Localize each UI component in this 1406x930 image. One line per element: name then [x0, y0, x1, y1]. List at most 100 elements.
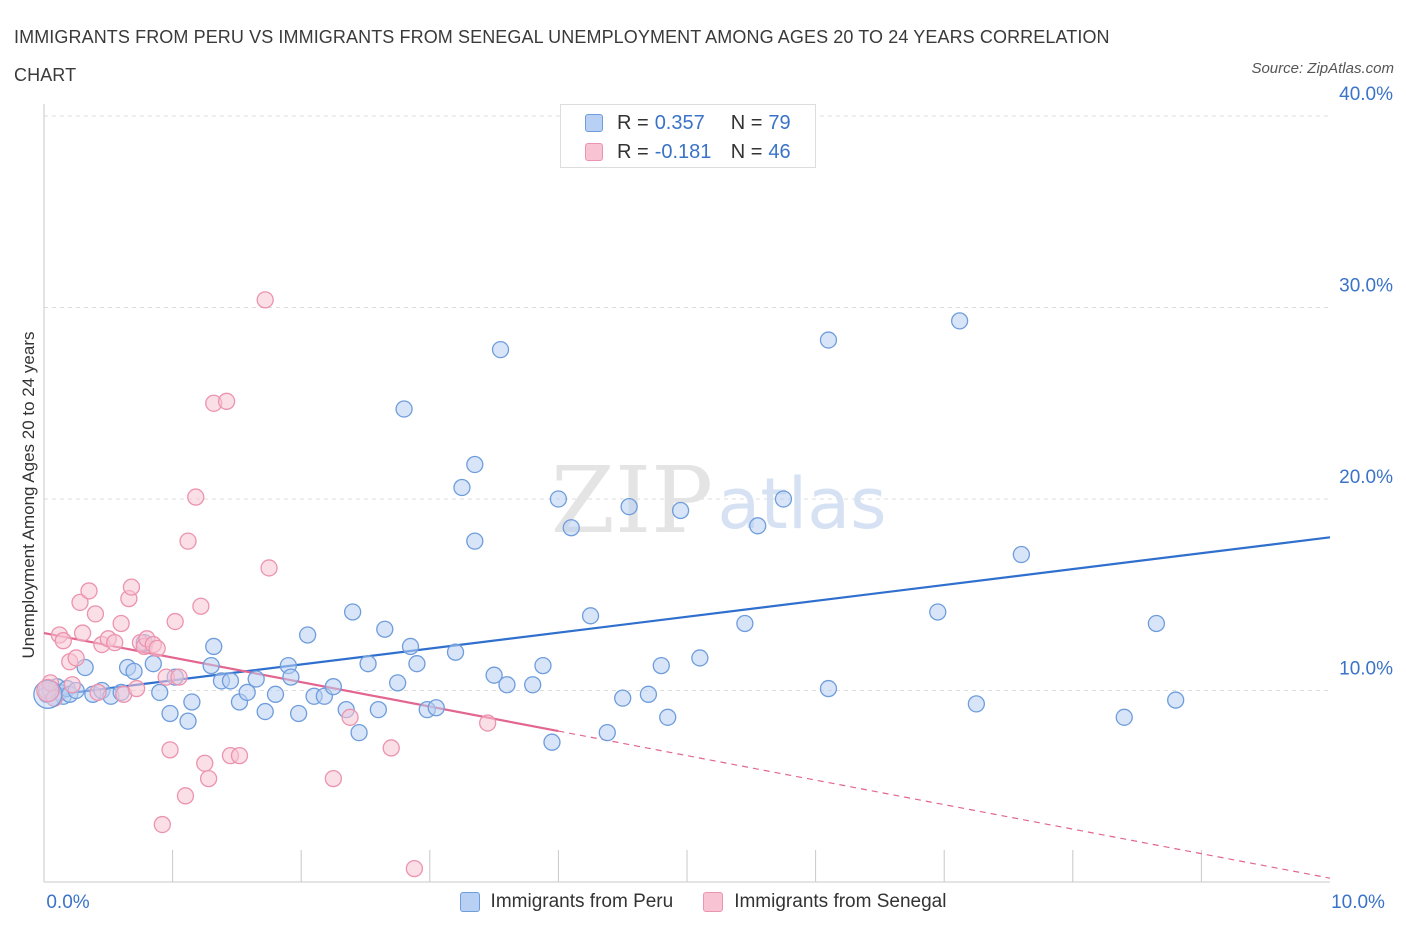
stats-row-senegal: R = -0.181 N = 46: [585, 137, 791, 167]
senegal-point-15: [106, 633, 124, 652]
senegal-point-35: [196, 754, 214, 772]
senegal-cluster-point: [36, 678, 60, 703]
peru-point-67: [639, 685, 658, 703]
peru-point-18: [151, 683, 169, 702]
senegal-n-label: N =: [730, 140, 763, 163]
peru-point-58: [524, 676, 542, 694]
peru-point-46: [395, 400, 413, 418]
peru-point-53: [466, 532, 484, 550]
senegal-trend-extension: [558, 730, 1331, 879]
y-tick-label-1: 20.0%: [1339, 467, 1393, 488]
senegal-point-30: [170, 668, 188, 686]
series-legend: Immigrants from Peru Immigrants from Sen…: [0, 888, 1406, 916]
tick-labels: 10.0% 20.0% 30.0% 40.0% 0.0% 10.0%: [46, 84, 1393, 913]
y-tick-label-3: 40.0%: [1339, 84, 1393, 105]
peru-point-41: [350, 723, 368, 742]
senegal-point-31: [176, 787, 195, 805]
peru-point-51: [446, 643, 465, 661]
senegal-point-6: [63, 676, 81, 694]
peru-point-19: [161, 704, 179, 723]
senegal-point-34: [192, 597, 210, 615]
peru-point-81: [1115, 708, 1133, 726]
peru-point-21: [179, 712, 197, 730]
senegal-point-46: [405, 859, 424, 878]
legend-peru-swatch: [459, 892, 480, 912]
senegal-point-45: [382, 739, 400, 757]
senegal-point-44: [341, 708, 359, 726]
peru-point-75: [819, 331, 838, 349]
senegal-point-32: [179, 532, 197, 550]
trend-lines: [43, 536, 1331, 879]
peru-r-value: 0.357: [654, 111, 705, 134]
peru-point-17: [144, 655, 162, 673]
data-points: [33, 291, 1185, 878]
peru-point-57: [498, 676, 516, 694]
peru-point-48: [408, 655, 426, 673]
peru-point-77: [929, 603, 947, 621]
peru-point-45: [388, 674, 407, 692]
source-label: Source: ZipAtlas.com: [1251, 60, 1394, 77]
legend-item-senegal[interactable]: Immigrants from Senegal: [703, 891, 946, 913]
senegal-point-29: [166, 612, 184, 631]
senegal-point-7: [67, 649, 85, 667]
stats-row-peru: R = 0.357 N = 79: [585, 108, 791, 138]
senegal-point-25: [148, 639, 166, 658]
peru-point-71: [691, 649, 709, 667]
peru-point-22: [183, 693, 201, 711]
senegal-point-36: [199, 769, 218, 788]
peru-point-82: [1147, 614, 1166, 633]
peru-swatch: [585, 114, 603, 132]
senegal-point-4: [54, 632, 72, 650]
x-tick-label-1: 10.0%: [1331, 892, 1385, 913]
peru-point-68: [652, 656, 670, 675]
peru-point-62: [562, 519, 580, 537]
peru-point-66: [620, 498, 638, 516]
x-tick-label-0: 0.0%: [46, 892, 89, 913]
legend-item-peru[interactable]: Immigrants from Peru: [459, 891, 674, 913]
senegal-n-value: 46: [768, 140, 791, 163]
peru-point-42: [359, 655, 377, 673]
legend-peru-label: Immigrants from Peru: [490, 891, 674, 912]
senegal-point-10: [80, 582, 98, 600]
peru-point-59: [534, 656, 552, 675]
peru-point-15: [125, 662, 143, 680]
senegal-point-42: [260, 559, 278, 577]
senegal-point-8: [71, 593, 89, 612]
senegal-point-11: [86, 605, 105, 623]
senegal-point-33: [187, 488, 205, 506]
peru-point-40: [343, 603, 362, 621]
peru-point-56: [491, 340, 510, 359]
senegal-point-43: [324, 769, 343, 788]
peru-n-value: 79: [768, 111, 791, 134]
senegal-point-20: [127, 679, 146, 698]
peru-point-24: [205, 637, 223, 656]
peru-point-63: [581, 607, 600, 625]
legend-senegal-swatch: [703, 892, 724, 912]
senegal-point-47: [479, 714, 497, 732]
peru-trend-line: [43, 536, 1331, 698]
peru-point-38: [324, 678, 343, 696]
peru-point-52: [453, 478, 471, 497]
peru-point-35: [298, 626, 317, 644]
peru-point-74: [774, 490, 793, 508]
peru-point-80: [1012, 545, 1031, 564]
stats-legend: R = 0.357 N = 79 R = -0.181 N = 46: [560, 104, 816, 168]
senegal-point-26: [153, 815, 171, 834]
senegal-point-16: [112, 614, 130, 633]
peru-point-33: [282, 668, 300, 686]
senegal-trend-line: [43, 631, 559, 733]
senegal-point-9: [73, 624, 92, 642]
peru-point-29: [247, 670, 265, 688]
peru-point-47: [401, 637, 420, 656]
chart-title: IMMIGRANTS FROM PERU VS IMMIGRANTS FROM …: [14, 27, 1110, 85]
peru-point-72: [736, 614, 754, 633]
peru-point-50: [427, 699, 445, 717]
peru-point-65: [614, 689, 632, 707]
senegal-swatch: [585, 143, 603, 161]
peru-point-55: [485, 666, 503, 684]
peru-cluster-point: [33, 679, 63, 709]
peru-point-79: [967, 695, 985, 713]
peru-point-60: [543, 733, 561, 751]
senegal-point-38: [217, 392, 236, 410]
